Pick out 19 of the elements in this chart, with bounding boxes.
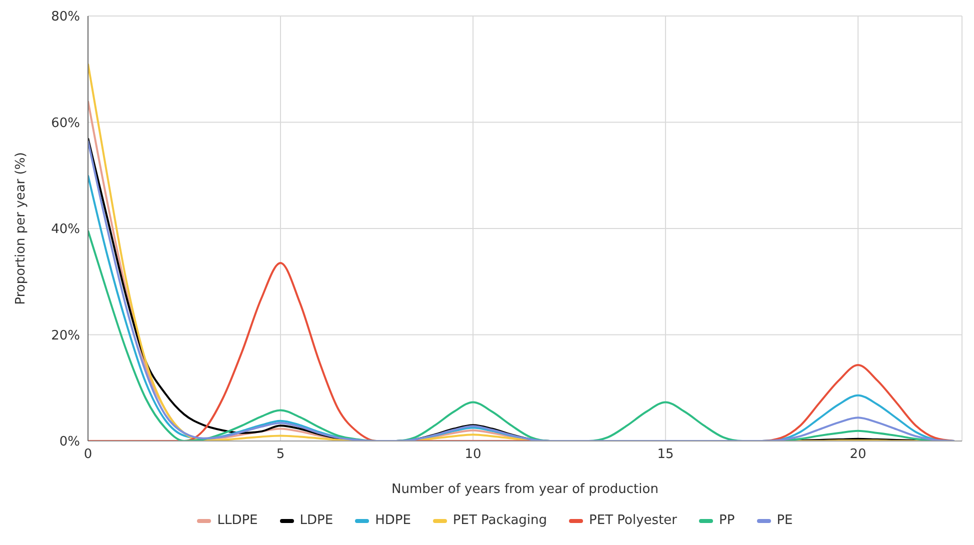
y-tick-label: 80%: [51, 10, 80, 25]
legend-label: PET Packaging: [452, 513, 548, 528]
y-tick-label: 60%: [51, 116, 80, 131]
x-tick-label: 15: [657, 447, 674, 462]
legend-label: HDPE: [375, 513, 411, 528]
x-axis-title: Number of years from year of production: [392, 482, 658, 497]
x-tick-label: 20: [850, 447, 866, 462]
x-tick-label: 10: [464, 447, 482, 462]
x-tick-label: 0: [84, 447, 92, 462]
y-axis-title: Proportion per year (%): [14, 152, 29, 305]
legend-label: PE: [776, 513, 793, 528]
legend-label: LDPE: [300, 513, 334, 528]
legend-label: PET Polyester: [589, 513, 678, 528]
y-tick-label: 20%: [51, 328, 80, 344]
legend-label: PP: [719, 513, 735, 528]
y-tick-label: 40%: [51, 222, 80, 238]
x-tick-label: 5: [276, 447, 285, 462]
legend-label: LLDPE: [217, 513, 258, 528]
y-tick-label: 0%: [59, 434, 80, 450]
